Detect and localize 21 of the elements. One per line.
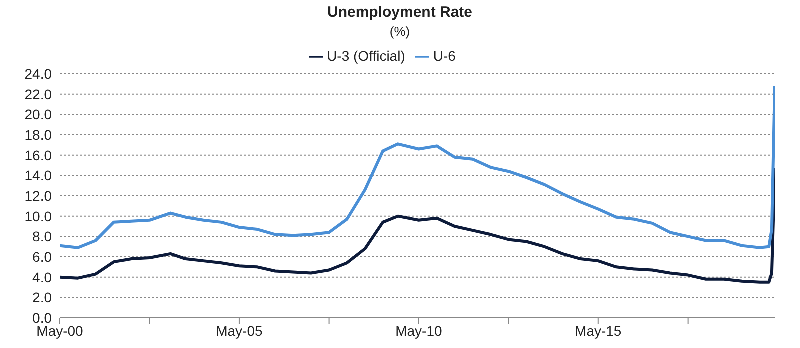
x-tick-label: May-10 [396, 322, 442, 339]
y-tick-label: 22.0 [24, 86, 52, 102]
y-tick-label: 4.0 [32, 269, 52, 286]
legend-label: U-3 (Official) [327, 48, 406, 64]
line-series [60, 167, 775, 284]
y-tick-label: 2.0 [32, 290, 52, 306]
x-tick-label: May-15 [575, 322, 622, 339]
x-tick-label: May-05 [216, 322, 264, 339]
y-tick-label: 16.0 [24, 147, 52, 164]
y-tick-label: 24.0 [24, 66, 52, 82]
y-tick-label: 6.0 [32, 248, 52, 265]
y-tick-label: 10.0 [24, 208, 52, 224]
chart-subtitle: (%) [388, 24, 412, 39]
chart-title: Unemployment Rate [326, 4, 474, 21]
y-tick-label: 18.0 [24, 126, 52, 143]
y-tick-label: 12.0 [24, 188, 52, 204]
y-tick-label: 8.0 [32, 228, 52, 245]
y-tick-label: 20.0 [24, 106, 52, 123]
line-series [60, 84, 775, 250]
legend-label: U-6 [433, 48, 456, 64]
y-tick-label: 14.0 [24, 168, 52, 184]
